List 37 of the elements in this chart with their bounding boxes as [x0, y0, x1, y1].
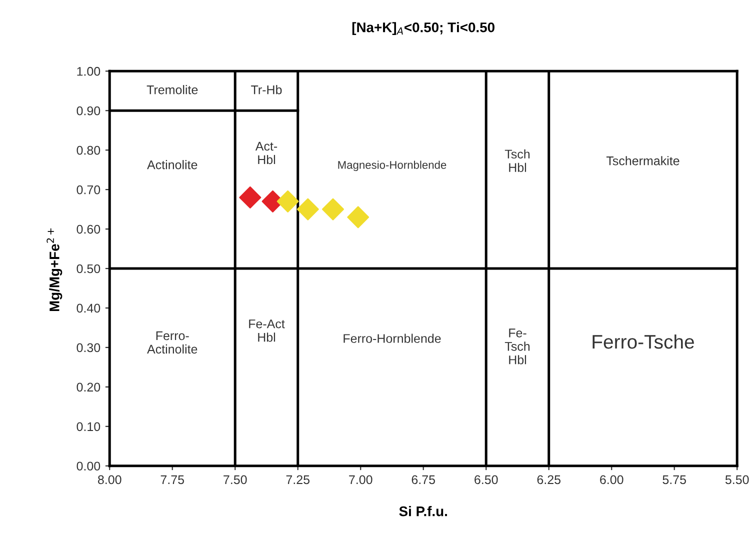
- annotation: Tschermakite: [606, 156, 680, 166]
- x-tick-label: 6.50: [474, 475, 498, 484]
- x-tick-label: 7.00: [349, 475, 372, 484]
- y-axis-title: Mg/Mg+Fe$^{2+}$: [46, 228, 62, 312]
- annotation: Fe- Tsch Hbl: [504, 328, 530, 364]
- annotation: Tsch Hbl: [504, 149, 530, 172]
- y-tick-label: 0.10: [76, 422, 100, 432]
- y-tick-label: 0.90: [76, 106, 100, 116]
- y-tick-label: 0.20: [76, 382, 100, 392]
- x-tick-label: 8.00: [98, 475, 122, 484]
- x-tick-label: 6.75: [412, 475, 435, 484]
- annotation: Ferro- Actinolite: [147, 331, 198, 354]
- annotation: Tremolite: [146, 85, 198, 94]
- chart-title: [Na+K]$_{A}$<0.50; Ti<0.50: [352, 22, 494, 36]
- annotation: Actinolite: [147, 160, 198, 170]
- x-tick-label: 7.25: [286, 475, 310, 484]
- y-tick-label: 0.60: [76, 224, 100, 234]
- x-tick-label: 6.25: [537, 475, 560, 484]
- annotation: Magnesio-Hornblende: [338, 160, 446, 172]
- annotation: Tr-Hb: [251, 85, 282, 94]
- x-tick-label: 5.75: [662, 475, 686, 484]
- y-tick-label: 0.00: [76, 462, 100, 471]
- y-tick-label: 0.40: [76, 304, 100, 313]
- x-axis-title: Si P.f.u.: [399, 506, 447, 516]
- x-tick-label: 7.75: [160, 475, 184, 484]
- y-tick-label: 0.70: [76, 185, 100, 194]
- annotation: Fe-Act Hbl: [249, 320, 285, 342]
- x-tick-label: 7.50: [224, 475, 247, 484]
- y-tick-label: 0.30: [76, 343, 100, 352]
- x-tick-label: 5.50: [725, 475, 749, 484]
- annotation: Ferro-Tsche: [592, 334, 694, 349]
- y-tick-label: 1.00: [77, 66, 100, 76]
- annotation: Ferro-Hornblende: [344, 334, 441, 343]
- y-tick-label: 0.80: [76, 146, 100, 155]
- annotation: Act- Hbl: [255, 142, 278, 164]
- y-tick-label: 0.50: [76, 264, 100, 274]
- x-tick-label: 6.00: [600, 475, 624, 484]
